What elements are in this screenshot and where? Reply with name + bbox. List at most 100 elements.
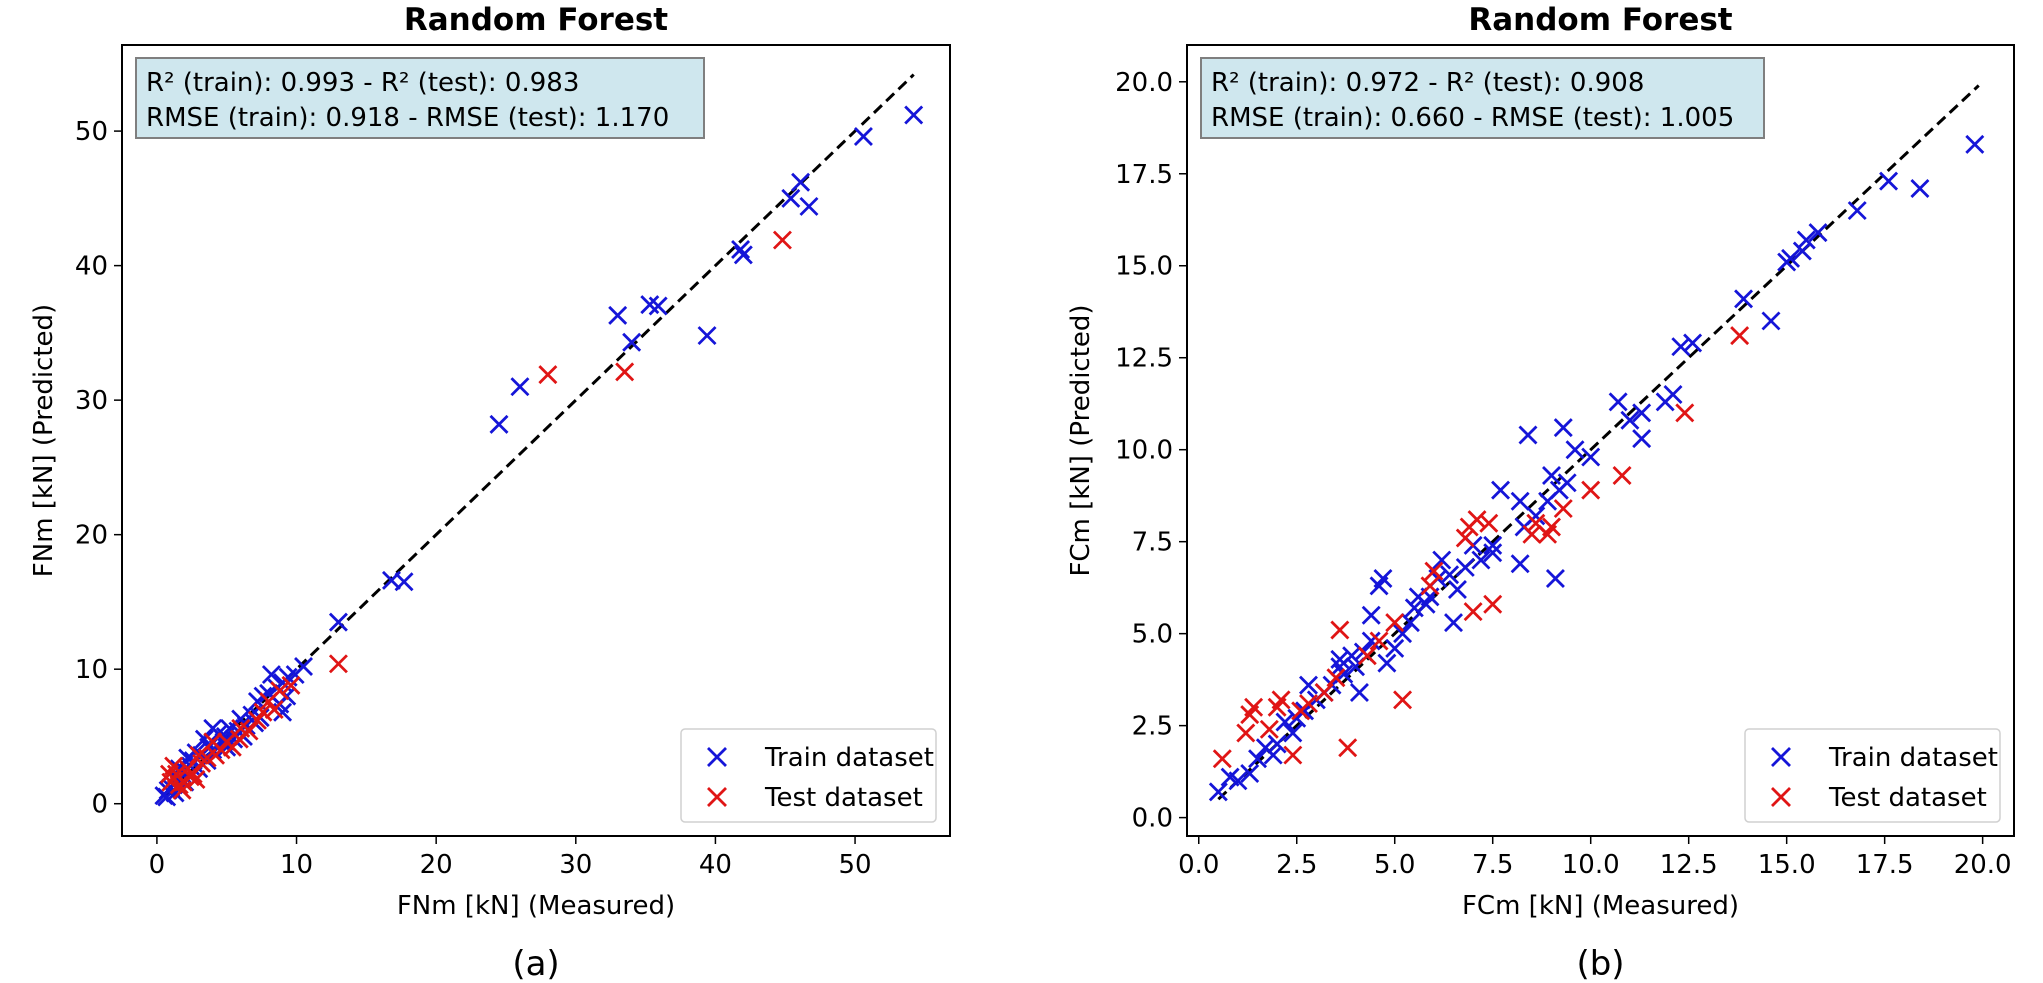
data-point [253,702,273,722]
data-point [1283,745,1303,765]
legend-test-marker [707,787,727,807]
y-tick-label: 12.5 [1115,344,1173,374]
data-point [731,239,751,259]
data-point [1463,602,1483,622]
y-tick-label: 20.0 [1115,68,1173,98]
data-point [1275,712,1295,732]
data-point [615,362,635,382]
data-point [1734,289,1754,309]
data-point [1357,646,1377,666]
panel-a: Random Forest 0 10 20 30 40 50 0 10 20 30 40 50 FNm [… [29,2,951,983]
legend-box [680,728,937,823]
data-point [1542,465,1561,485]
data-point [1385,613,1405,633]
data-point [1420,576,1440,596]
y-tick-label: 15.0 [1115,252,1173,282]
data-point [799,196,819,216]
data-point [1267,697,1287,717]
data-point [1847,201,1867,221]
data-point [1330,620,1350,640]
data-point [1393,690,1413,710]
data-point [264,700,284,720]
data-point [1632,429,1652,449]
data-point [1432,550,1452,570]
panel-b: Random Forest 0.0 2.5 5.0 7.5 10.0 12.5 15.0 17.… [1066,2,2015,983]
data-point [159,764,179,784]
x-tick-label: 30 [559,850,592,880]
data-point [489,414,509,434]
data-point [1455,528,1475,548]
data-point [261,665,281,685]
stats-r2: R² (train): 0.993 - R² (test): 0.983 [146,68,579,98]
panel-caption: (a) [512,944,559,983]
data-point [1781,248,1801,268]
y-tick-label: 0.0 [1132,804,1173,834]
data-point [1545,568,1565,588]
x-tick-label: 5.0 [1374,850,1415,880]
y-tick-label: 10 [75,655,108,685]
x-tick-label: 10 [280,850,313,880]
data-point [1240,705,1260,725]
data-point [1369,576,1389,596]
data-point [1808,223,1828,243]
data-point [1455,557,1475,577]
data-point [1267,734,1287,754]
data-point [1236,723,1256,743]
data-point [1761,311,1781,331]
data-point [1424,561,1444,581]
y-tick-label: 20 [75,521,108,551]
data-point [1349,683,1369,703]
data-point [622,332,642,352]
y-tick-label: 7.5 [1132,528,1173,558]
data-point [1620,410,1640,430]
data-point [328,612,348,632]
legend-train-label: Train dataset [1828,743,1998,773]
data-point [1338,738,1358,758]
data-point [1879,171,1899,191]
panel-caption: (b) [1576,944,1624,983]
data-point [1538,491,1558,511]
data-point [791,172,811,192]
legend-box [1744,728,2001,823]
data-point [1632,403,1652,423]
data-point [538,365,558,385]
data-point [1553,499,1573,519]
data-point [1965,134,1985,154]
data-point [1581,447,1601,467]
data-point [648,296,668,316]
test-series [159,230,792,800]
plot-frame [121,44,951,837]
x-tick-label: 20 [420,850,453,880]
data-point [1671,337,1691,357]
x-tick-label: 7.5 [1472,850,1513,880]
data-point [1792,241,1812,261]
x-tick-label: 20.0 [1954,850,2012,880]
data-point [1326,668,1346,688]
data-point [172,780,192,800]
stats-box [135,57,705,139]
data-point [733,245,753,265]
data-point [1291,701,1311,721]
y-tick-label: 0 [91,790,108,820]
stats-rmse: RMSE (train): 0.660 - RMSE (test): 1.005 [1211,103,1734,133]
legend-test-label: Test dataset [1828,783,1987,813]
train-series [1208,134,1985,802]
data-point [1330,649,1350,669]
x-tick-label: 12.5 [1660,850,1718,880]
data-point [217,737,237,757]
data-point [1683,333,1703,353]
data-point [1314,683,1334,703]
stats-r2: R² (train): 0.972 - R² (test): 0.908 [1211,68,1644,98]
data-point [1553,418,1573,438]
chart-title: Random Forest [404,2,668,38]
stats-box [1200,57,1765,139]
data-point [510,377,530,397]
x-tick-label: 17.5 [1856,850,1914,880]
data-point [231,718,251,738]
data-point [381,570,401,590]
data-point [1220,767,1240,787]
y-tick-label: 17.5 [1115,160,1173,190]
data-point [1400,613,1420,633]
x-tick-label: 0 [149,850,166,880]
data-point [1393,624,1413,644]
